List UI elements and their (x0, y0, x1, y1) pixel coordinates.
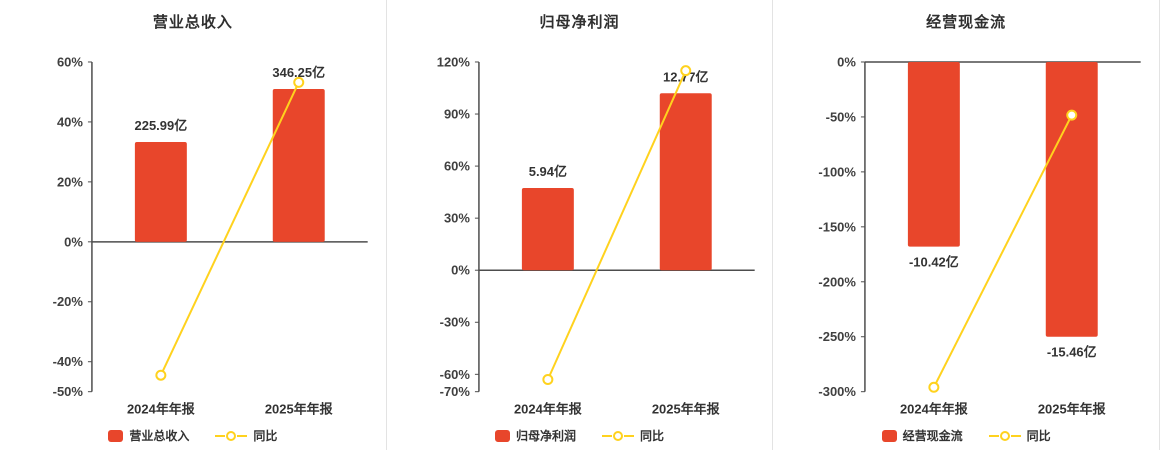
y-tick-label: 0% (838, 54, 857, 69)
line-legend-icon (988, 430, 1021, 442)
legend-item-bar[interactable]: 归母净利润 (494, 427, 576, 444)
y-tick-label: -200% (819, 274, 857, 289)
y-tick-label: 60% (444, 159, 470, 174)
x-category-label-0: 2024年年报 (127, 402, 195, 417)
y-tick-label: 60% (57, 54, 83, 69)
yoy-marker-0[interactable] (155, 369, 167, 381)
line-legend-icon (215, 430, 248, 442)
bar-1[interactable] (1046, 61, 1099, 337)
x-category-label-0: 2024年年报 (514, 402, 582, 417)
legend-label-line: 同比 (253, 429, 278, 444)
chart-title-cash-flow: 经营现金流 (926, 14, 1007, 31)
legend-item-bar[interactable]: 营业总收入 (108, 427, 189, 444)
y-tick-label: 90% (444, 107, 470, 122)
y-tick-label: -100% (819, 164, 857, 179)
yoy-marker-0[interactable] (542, 374, 554, 385)
bar-value-label-1: 12.77亿 (663, 69, 708, 84)
yoy-line[interactable] (546, 70, 687, 380)
y-tick-label: -50% (826, 109, 857, 124)
y-tick-label: -70% (439, 384, 470, 399)
y-tick-label: -30% (439, 315, 470, 330)
y-tick-label: -300% (819, 384, 857, 399)
legend-label-line: 同比 (640, 429, 665, 444)
x-category-label-0: 2024年年报 (900, 402, 968, 417)
bar-legend-icon (881, 429, 897, 442)
x-category-label-1: 2025年年报 (652, 402, 720, 417)
chart-title-net-profit: 归母净利润 (539, 14, 620, 31)
y-tick-label: -250% (819, 329, 857, 344)
bar-value-label-1: -15.46亿 (1047, 345, 1097, 360)
y-tick-label: -150% (819, 219, 857, 234)
y-tick-label: 30% (444, 211, 470, 226)
legend-item-bar[interactable]: 经营现金流 (881, 427, 963, 444)
bar-legend-icon (108, 429, 124, 442)
y-tick-label: 40% (57, 114, 83, 129)
bar-1[interactable] (272, 88, 325, 242)
bar-value-label-1: 346.25亿 (272, 65, 325, 80)
legend-label-bar: 营业总收入 (129, 429, 190, 444)
yoy-marker-1[interactable] (293, 76, 305, 88)
chart-canvas-cash-flow[interactable]: 0% -50% -100% -150% -200% -250% -300% -10.42亿 -1… (773, 34, 1159, 426)
y-tick-label: -60% (439, 367, 470, 382)
y-tick-label: 120% (436, 54, 470, 69)
legend-item-line[interactable]: 同比 (215, 427, 277, 444)
yoy-marker-1[interactable] (1066, 109, 1078, 121)
legend-label-bar: 经营现金流 (902, 429, 963, 444)
legend-cash-flow: 经营现金流 同比 (773, 424, 1159, 448)
bar-0[interactable] (521, 187, 574, 271)
x-category-label-1: 2025年年报 (1038, 402, 1106, 417)
chart-panel-cash-flow: 经营现金流 0% -50% -100% -150% -200% -250% -300% -10… (773, 0, 1160, 450)
y-tick-label: -20% (53, 294, 84, 309)
yoy-line[interactable] (159, 81, 300, 376)
y-tick-label: -50% (53, 384, 84, 399)
legend-revenue: 营业总收入 同比 (0, 424, 386, 448)
yoy-marker-0[interactable] (928, 381, 940, 393)
y-tick-label: 20% (57, 174, 83, 189)
chart-title-revenue: 营业总收入 (152, 14, 233, 31)
y-tick-label: 0% (451, 263, 470, 278)
legend-item-line[interactable]: 同比 (988, 427, 1051, 444)
legend-label-line: 同比 (1026, 429, 1051, 444)
bar-1[interactable] (659, 93, 712, 271)
chart-panel-revenue: 营业总收入 60% 40% 20% 0% -20% -40% -50% 225.99亿 346.… (0, 0, 387, 450)
y-tick-label: 0% (64, 234, 83, 249)
bar-legend-icon (494, 429, 510, 442)
legend-net-profit: 归母净利润 同比 (387, 424, 773, 448)
y-tick-label: -40% (53, 354, 84, 369)
yoy-marker-1[interactable] (679, 65, 691, 77)
chart-canvas-net-profit[interactable]: 120% 90% 60% 30% 0% -30% -60% -70% 5.94亿 12.77亿 20… (387, 34, 773, 426)
legend-item-line[interactable]: 同比 (602, 427, 664, 444)
bar-value-label-0: 5.94亿 (528, 164, 566, 179)
yoy-line[interactable] (933, 114, 1073, 388)
bar-value-label-0: 225.99亿 (135, 118, 188, 133)
x-category-label-1: 2025年年报 (265, 402, 333, 417)
bar-0[interactable] (134, 142, 187, 242)
legend-label-bar: 归母净利润 (515, 429, 576, 444)
bar-value-label-0: -10.42亿 (909, 255, 959, 270)
line-legend-icon (602, 430, 634, 442)
chart-canvas-revenue[interactable]: 60% 40% 20% 0% -20% -40% -50% 225.99亿 346.25亿 202… (0, 34, 386, 426)
chart-panel-net-profit: 归母净利润 120% 90% 60% 30% 0% -30% -60% -70% 5.94亿 12… (386, 0, 774, 450)
bar-0[interactable] (908, 61, 961, 247)
